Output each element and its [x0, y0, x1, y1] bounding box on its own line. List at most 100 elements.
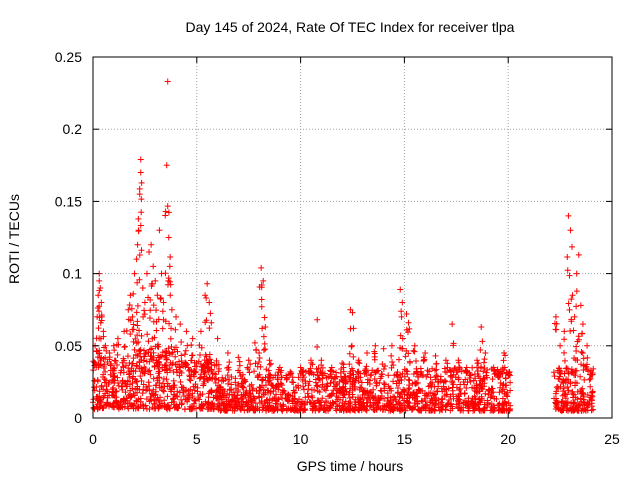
data-point [178, 338, 185, 345]
data-point [314, 316, 321, 323]
data-point [97, 396, 104, 403]
data-point [362, 369, 369, 376]
data-point [347, 368, 354, 375]
data-point [568, 296, 575, 303]
data-point [284, 397, 291, 404]
data-point [172, 353, 179, 360]
data-point [168, 325, 175, 332]
data-point [146, 367, 153, 374]
data-point [148, 345, 155, 352]
data-point [191, 363, 198, 370]
data-point [355, 378, 362, 385]
data-point [129, 313, 136, 320]
data-point [109, 403, 116, 410]
data-point [371, 369, 378, 376]
data-point [367, 402, 374, 409]
data-point [408, 406, 415, 413]
data-point [566, 306, 573, 313]
data-point [346, 395, 353, 402]
data-point [586, 376, 593, 383]
data-point [155, 358, 162, 365]
data-point [305, 393, 312, 400]
data-point [392, 396, 399, 403]
data-point [583, 364, 590, 371]
data-point [259, 325, 266, 332]
data-point [414, 398, 421, 405]
data-point [213, 357, 220, 364]
data-point [355, 359, 362, 366]
data-point [114, 374, 121, 381]
data-point [472, 396, 479, 403]
data-point [110, 392, 117, 399]
data-point [259, 376, 266, 383]
data-point [348, 342, 355, 349]
data-point [271, 395, 278, 402]
data-point [249, 386, 256, 393]
data-point [172, 326, 179, 333]
data-point [308, 359, 315, 366]
data-point [165, 345, 172, 352]
data-point [143, 396, 150, 403]
data-point [154, 377, 161, 384]
data-point [327, 392, 334, 399]
data-point [131, 346, 138, 353]
data-point [297, 364, 304, 371]
data-point [406, 385, 413, 392]
data-point [424, 371, 431, 378]
data-point [565, 387, 572, 394]
data-point [347, 385, 354, 392]
data-point [585, 401, 592, 408]
data-point [130, 326, 137, 333]
data-point [164, 203, 171, 210]
data-point [137, 169, 144, 176]
data-point [371, 348, 378, 355]
data-point [102, 368, 109, 375]
data-point [135, 403, 142, 410]
data-point [168, 399, 175, 406]
data-point [285, 391, 292, 398]
data-point [177, 368, 184, 375]
data-point [252, 407, 259, 414]
data-point [100, 333, 107, 340]
data-point [112, 398, 119, 405]
data-point [228, 373, 235, 380]
data-point [189, 352, 196, 359]
data-point [580, 355, 587, 362]
data-point [208, 387, 215, 394]
data-point [117, 369, 124, 376]
data-point [505, 371, 512, 378]
data-point [143, 270, 150, 277]
data-point [96, 277, 103, 284]
data-point [264, 387, 271, 394]
data-point [266, 371, 273, 378]
data-point [146, 358, 153, 365]
data-point [342, 374, 349, 381]
data-point [477, 377, 484, 384]
data-point [160, 299, 167, 306]
data-point [420, 357, 427, 364]
data-point [164, 78, 171, 85]
data-point [142, 350, 149, 357]
data-point [387, 397, 394, 404]
data-point [176, 372, 183, 379]
data-point [564, 267, 571, 274]
data-point [215, 361, 222, 368]
data-point [343, 378, 350, 385]
data-point [204, 280, 211, 287]
data-point [348, 365, 355, 372]
data-point [443, 391, 450, 398]
data-point [127, 317, 134, 324]
data-point [132, 368, 139, 375]
data-point [200, 403, 207, 410]
data-point [129, 402, 136, 409]
data-point [373, 380, 380, 387]
data-point [256, 399, 263, 406]
data-point [162, 212, 169, 219]
data-point [379, 371, 386, 378]
data-point [362, 406, 369, 413]
data-point [244, 398, 251, 405]
data-point [287, 406, 294, 413]
data-point [228, 381, 235, 388]
data-point [366, 381, 373, 388]
data-point [388, 387, 395, 394]
